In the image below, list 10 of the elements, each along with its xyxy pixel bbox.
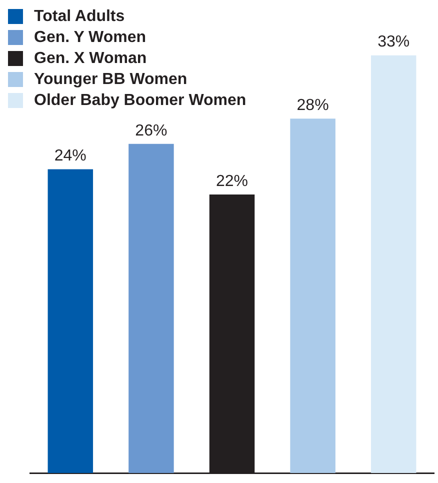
data-label: 28%	[296, 97, 329, 114]
legend-label: Gen. X Woman	[34, 50, 147, 68]
legend-label: Younger BB Women	[34, 70, 188, 88]
data-label: 33%	[378, 34, 410, 51]
legend-label: Total Adults	[34, 8, 125, 26]
legend-label: Older Baby Boomer Women	[34, 92, 246, 110]
data-label: 22%	[216, 172, 248, 190]
legend-label: Gen. Y Women	[34, 28, 146, 46]
data-label: 24%	[54, 148, 86, 165]
data-label: 26%	[135, 122, 168, 140]
